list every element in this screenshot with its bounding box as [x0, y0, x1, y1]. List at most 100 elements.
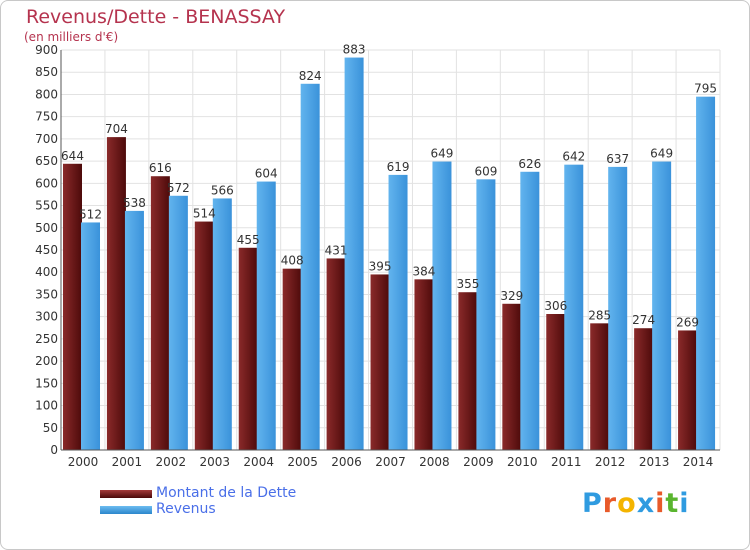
y-tick-label: 550 — [35, 199, 58, 213]
y-tick-label: 300 — [35, 310, 58, 324]
x-tick-label: 2005 — [287, 455, 318, 469]
bar-dette — [238, 247, 258, 450]
bar-revenus — [696, 96, 716, 451]
bar-dette — [150, 176, 170, 450]
bar-dette — [634, 328, 654, 450]
y-tick-label: 700 — [35, 132, 58, 146]
data-label: 566 — [211, 183, 234, 197]
data-label: 644 — [61, 149, 84, 163]
y-tick-label: 850 — [35, 65, 58, 79]
logo-letter: P — [582, 488, 603, 519]
logo-letter: i — [679, 488, 690, 519]
data-label: 704 — [105, 122, 128, 136]
y-tick-label: 50 — [43, 421, 58, 435]
legend-label-revenus: Revenus — [156, 501, 216, 517]
data-label: 604 — [255, 167, 278, 181]
chart-subtitle: (en milliers d'€) — [24, 30, 118, 44]
bar-revenus — [388, 174, 408, 450]
bar-dette — [414, 279, 434, 450]
y-tick-label: 400 — [35, 265, 58, 279]
logo-letter: o — [617, 488, 637, 519]
x-tick-label: 2014 — [683, 455, 714, 469]
bar-revenus — [520, 171, 540, 450]
data-label: 649 — [431, 147, 454, 161]
x-tick-label: 2000 — [68, 455, 99, 469]
bar-dette — [282, 268, 302, 450]
data-label: 285 — [588, 308, 611, 322]
legend-label-dette: Montant de la Dette — [156, 485, 297, 501]
bar-dette — [194, 221, 214, 450]
bar-revenus — [608, 166, 628, 450]
bar-dette — [678, 330, 698, 450]
y-tick-label: 800 — [35, 87, 58, 101]
y-tick-label: 200 — [35, 354, 58, 368]
data-label: 355 — [456, 277, 479, 291]
data-label: 637 — [606, 152, 629, 166]
bar-revenus — [168, 195, 188, 450]
bar-revenus — [212, 198, 232, 450]
data-label: 824 — [299, 69, 322, 83]
y-tick-label: 500 — [35, 221, 58, 235]
bars — [63, 57, 716, 451]
x-tick-label: 2006 — [331, 455, 362, 469]
data-label: 649 — [650, 147, 673, 161]
chart-title: Revenus/Dette - BENASSAY — [26, 6, 285, 28]
y-tick-label: 900 — [35, 43, 58, 57]
bar-dette — [63, 163, 82, 450]
data-label: 512 — [79, 207, 102, 221]
bar-dette — [326, 258, 346, 450]
x-tick-label: 2003 — [199, 455, 230, 469]
y-tick-label: 650 — [35, 154, 58, 168]
bar-revenus — [652, 161, 672, 451]
bar-dette — [370, 274, 390, 450]
data-label: 616 — [149, 161, 172, 175]
data-label: 431 — [325, 243, 348, 257]
data-label: 329 — [500, 289, 523, 303]
bar-dette — [458, 292, 478, 450]
y-tick-label: 600 — [35, 176, 58, 190]
data-label: 408 — [281, 254, 304, 268]
x-tick-label: 2001 — [112, 455, 143, 469]
data-label: 514 — [193, 207, 216, 221]
bar-revenus — [344, 57, 364, 451]
y-tick-label: 250 — [35, 332, 58, 346]
x-tick-label: 2012 — [595, 455, 626, 469]
bar-revenus — [476, 179, 496, 451]
x-tick-label: 2010 — [507, 455, 538, 469]
x-tick-label: 2002 — [156, 455, 187, 469]
bar-revenus — [564, 164, 584, 450]
data-label: 642 — [562, 150, 585, 164]
y-tick-label: 350 — [35, 287, 58, 301]
bar-dette — [590, 323, 610, 450]
data-label: 384 — [413, 264, 436, 278]
logo-letter: x — [636, 488, 656, 519]
data-label: 538 — [123, 196, 146, 210]
data-label: 395 — [369, 259, 392, 273]
data-label: 626 — [518, 157, 541, 171]
bar-revenus — [432, 161, 452, 451]
bar-revenus — [300, 83, 320, 451]
y-tick-label: 100 — [35, 399, 58, 413]
x-tick-label: 2007 — [375, 455, 406, 469]
logo-letter: t — [665, 488, 680, 519]
data-label: 455 — [237, 233, 260, 247]
data-label: 306 — [544, 299, 567, 313]
y-tick-label: 450 — [35, 243, 58, 257]
x-tick-label: 2013 — [639, 455, 670, 469]
y-tick-label: 750 — [35, 110, 58, 124]
bar-revenus — [256, 181, 276, 451]
data-label: 883 — [343, 43, 366, 57]
bar-dette — [106, 137, 126, 450]
data-label: 795 — [694, 82, 717, 96]
x-tick-label: 2008 — [419, 455, 450, 469]
data-label: 572 — [167, 181, 190, 195]
x-tick-label: 2004 — [243, 455, 274, 469]
proxiti-logo: Proxiti — [582, 488, 690, 519]
legend-swatch-dette — [100, 490, 152, 498]
bar-revenus — [124, 210, 144, 450]
legend-swatch-revenus — [100, 506, 152, 514]
logo-letter: i — [655, 488, 666, 519]
x-tick-label: 2009 — [463, 455, 494, 469]
